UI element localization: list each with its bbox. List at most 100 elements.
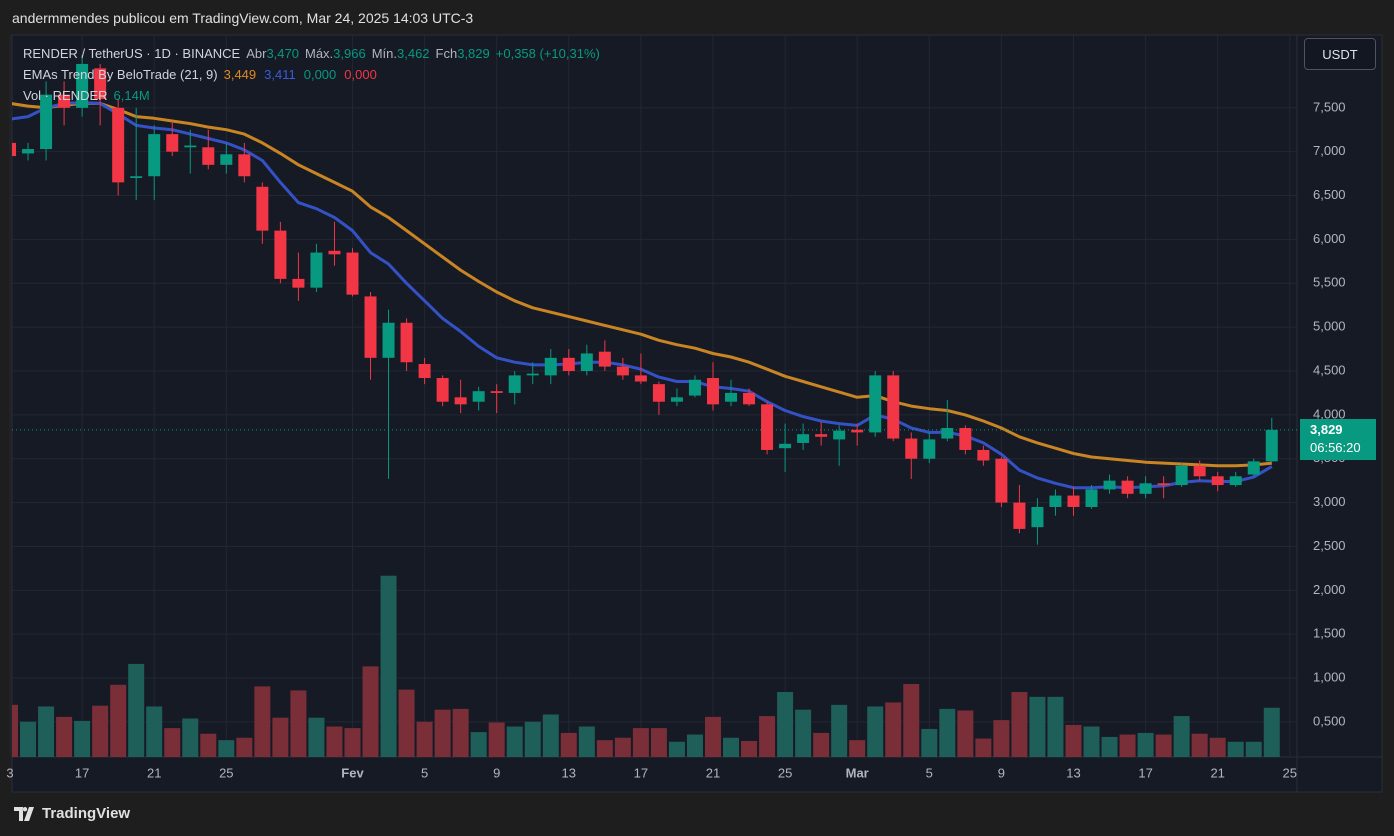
- indicator-value: 0,000: [303, 67, 337, 82]
- candle-body: [761, 404, 774, 450]
- x-tick-label: 21: [147, 765, 161, 780]
- volume-bar: [542, 714, 559, 757]
- candle-body: [887, 375, 900, 439]
- candle-body: [688, 379, 701, 396]
- candle-body: [706, 378, 719, 405]
- x-tick-label: 25: [778, 765, 792, 780]
- volume-bar: [813, 732, 830, 757]
- candle-body: [977, 449, 990, 461]
- axes: 0,5001,0001,5002,0002,5003,0003,5004,000…: [6, 99, 1345, 780]
- volume-bar: [182, 718, 199, 757]
- volume-bar: [957, 710, 974, 757]
- volume-bar: [993, 720, 1010, 757]
- volume-bar: [146, 706, 163, 757]
- volume-bar: [831, 704, 848, 757]
- footer: TradingView: [14, 805, 130, 822]
- volume-bar: [524, 721, 541, 757]
- candle-body: [526, 373, 539, 376]
- volume-bar: [1227, 741, 1244, 757]
- volume-bar: [777, 692, 794, 757]
- candle-body: [148, 134, 161, 177]
- currency-button[interactable]: USDT: [1304, 38, 1376, 70]
- volume-name: Vol · RENDER: [23, 88, 108, 103]
- volume-bar: [1029, 696, 1046, 757]
- volume-bar: [1011, 692, 1028, 757]
- volume-bar: [128, 663, 145, 757]
- candle-body: [400, 322, 413, 363]
- candle-body: [1103, 480, 1116, 490]
- volume-bar: [903, 683, 920, 757]
- volume-bar: [1101, 736, 1118, 757]
- candle-body: [725, 392, 738, 402]
- volume-bar: [92, 705, 109, 757]
- x-tick-label: 25: [1283, 765, 1297, 780]
- ohlc-label: Fch: [435, 46, 458, 61]
- candle-body: [923, 439, 936, 459]
- ohlc: Abr3,470 Máx.3,966 Mín.3,462 Fch3,829: [246, 46, 490, 61]
- ohlc-item: Abr3,470: [246, 46, 299, 61]
- volume-bar: [1083, 726, 1100, 757]
- indicator-legend: EMAs Trend By BeloTrade (21, 9) 3,449 3,4…: [23, 67, 377, 82]
- candle-body: [851, 429, 864, 433]
- candle-layer: [12, 55, 1278, 545]
- y-tick-label: 7,000: [1313, 143, 1346, 158]
- ohlc-value: 3,470: [266, 46, 299, 61]
- candle-body: [490, 391, 503, 393]
- volume-bar: [308, 717, 325, 757]
- indicator-value: 0,000: [344, 67, 377, 82]
- candle-body: [634, 375, 647, 382]
- candle-body: [670, 397, 683, 402]
- ohlc-value: 3,829: [457, 46, 490, 61]
- volume-bar: [723, 737, 740, 757]
- candle-body: [1157, 483, 1170, 486]
- candle-body: [1049, 495, 1062, 507]
- ema-line: [12, 101, 1272, 468]
- candle-body: [797, 434, 810, 443]
- volume-bar: [506, 726, 523, 757]
- candle-body: [616, 366, 629, 376]
- candle-body: [1247, 461, 1260, 475]
- candle-body: [1031, 506, 1044, 528]
- candle-body: [454, 397, 467, 405]
- y-tick-label: 5,000: [1313, 319, 1346, 334]
- volume-bar: [56, 716, 73, 757]
- candle-body: [130, 176, 143, 178]
- volume-bar: [614, 737, 631, 757]
- candle-body: [580, 353, 593, 371]
- volume-bar: [398, 689, 415, 757]
- y-tick-label: 6,000: [1313, 231, 1346, 246]
- candle-body: [256, 186, 269, 231]
- x-tick-label: 5: [926, 765, 933, 780]
- ohlc-label: Mín.: [371, 46, 397, 61]
- volume-bar: [939, 708, 956, 757]
- candle-body: [1193, 465, 1206, 477]
- volume-bar: [1263, 707, 1280, 757]
- y-tick-label: 4,000: [1313, 406, 1346, 421]
- volume-bar: [344, 728, 361, 757]
- candle-body: [328, 250, 341, 255]
- y-tick-label: 2,000: [1313, 582, 1346, 597]
- last-price-box: 3,829 06:56:20: [1300, 418, 1376, 460]
- x-tick-label: 5: [421, 765, 428, 780]
- volume-bar: [704, 716, 721, 757]
- candle-body: [1265, 429, 1278, 462]
- volume-bar: [110, 684, 127, 757]
- volume-bar: [380, 575, 397, 757]
- y-tick-label: 3,000: [1313, 494, 1346, 509]
- candle-body: [58, 94, 71, 108]
- candle-body: [1013, 502, 1026, 529]
- volume-bar: [867, 706, 884, 757]
- volume-bar: [596, 740, 613, 757]
- candle-body: [1139, 483, 1152, 494]
- candle-body: [1067, 495, 1080, 507]
- volume-bar: [1245, 741, 1262, 757]
- candle-body: [1229, 476, 1242, 486]
- volume-bar: [38, 706, 55, 757]
- volume-bar: [200, 733, 217, 757]
- ohlc-item: Mín.3,462: [372, 46, 430, 61]
- volume-bar: [218, 740, 235, 757]
- candle-body: [1211, 476, 1224, 486]
- candle-body: [941, 428, 954, 439]
